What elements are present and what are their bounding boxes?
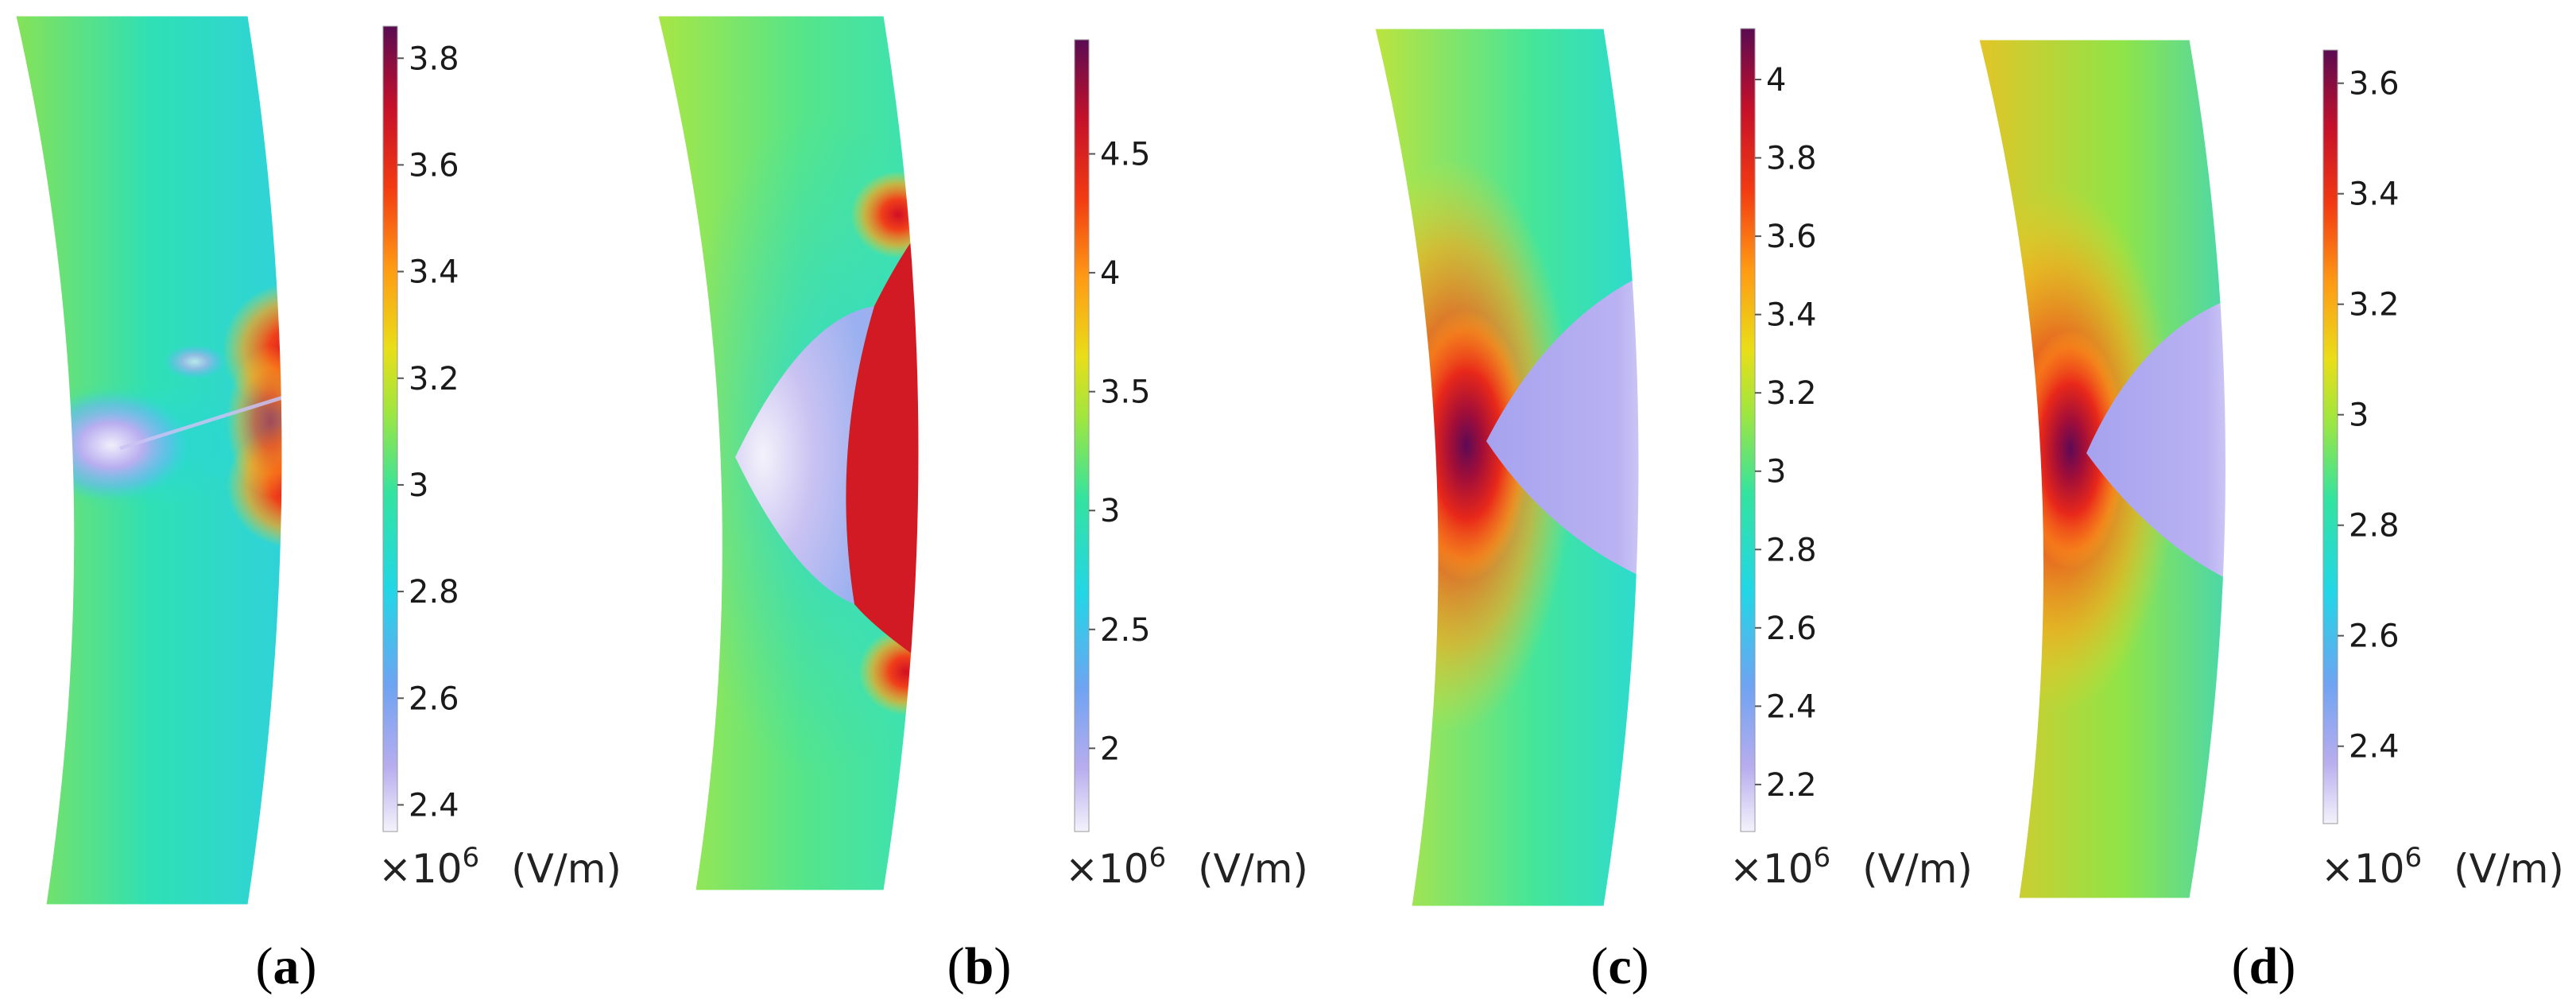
colorbar-tick-label-b: 2.5	[1100, 612, 1151, 649]
arc-outline-b	[657, 15, 920, 891]
panel-caption-d: (d)	[2232, 937, 2296, 995]
colorbar-unit-a: ×106 (V/m)	[378, 842, 622, 892]
colorbar-tick-label-c: 4	[1766, 62, 1786, 99]
colorbar-tick-label-a: 2.6	[409, 680, 459, 717]
multiplier-base-b: ×10	[1065, 846, 1149, 892]
colorbar-tick-label-a: 3.8	[409, 41, 459, 77]
multiplier-exp-a: 6	[463, 842, 480, 874]
colorbar-tick-label-a: 3.2	[409, 361, 459, 397]
colorbar-unit-d: ×106 (V/m)	[2321, 842, 2564, 892]
colorbar-tick-label-a: 3	[409, 467, 428, 504]
colorbar-tick-label-b: 4.5	[1100, 137, 1151, 173]
multiplier-base-c: ×10	[1730, 846, 1814, 892]
unit-d: (V/m)	[2454, 846, 2564, 892]
field-map-c	[1375, 29, 1639, 906]
colorbar-tick-label-d: 2.8	[2349, 508, 2400, 545]
multiplier-exp-b: 6	[1149, 842, 1167, 874]
multiplier-exp-d: 6	[2405, 842, 2423, 874]
arc-outline-d	[1978, 39, 2226, 899]
colorbar-tick-label-a: 2.4	[409, 787, 459, 824]
panel-caption-b: (b)	[947, 937, 1012, 995]
colorbar-tick-label-d: 2.6	[2349, 618, 2400, 655]
colorbar-tick-label-d: 2.4	[2349, 729, 2400, 766]
multiplier-base-d: ×10	[2321, 846, 2405, 892]
void-d	[2086, 290, 2226, 592]
panel-b: 4.5 4 3.5 3 2.5 2 ×106 (V/m) (b)	[657, 15, 1308, 995]
colorbar-tick-label-d: 3	[2349, 397, 2369, 434]
colorbar-unit-c: ×106 (V/m)	[1730, 842, 1973, 892]
colorbar-tick-label-c: 2.4	[1766, 688, 1817, 725]
multiplier-base-a: ×10	[378, 846, 463, 892]
colorbar-tick-label-a: 3.4	[409, 254, 459, 291]
colorbar-gradient-d	[2322, 49, 2338, 824]
field-map-a	[16, 16, 282, 905]
colorbar-a: 3.8 3.6 3.4 3.2 3 2.8 2.6 2.4	[382, 25, 459, 832]
colorbar-tick-label-c: 3.4	[1766, 297, 1817, 334]
unit-b: (V/m)	[1198, 846, 1308, 892]
colorbar-d: 3.6 3.4 3.2 3 2.8 2.6 2.4	[2322, 49, 2400, 824]
colorbar-tick-label-d: 3.4	[2349, 176, 2400, 213]
arc-outline-a	[15, 15, 283, 905]
colorbar-tick-label-d: 3.6	[2349, 66, 2400, 103]
colorbar-tick-label-c: 3.2	[1766, 375, 1817, 412]
void-c	[1486, 262, 1639, 590]
field-map-d	[1979, 40, 2226, 898]
multiplier-exp-c: 6	[1814, 842, 1831, 874]
panel-caption-c: (c)	[1590, 937, 1648, 995]
panel-a: 3.8 3.6 3.4 3.2 3 2.8 2.6 2.4 ×106 (V/m) (a)	[15, 15, 622, 995]
colorbar-gradient-c	[1740, 28, 1756, 832]
panel-c: 4 3.8 3.6 3.4 3.2 3 2.8 2.6 2.4 2.2 ×106 (V/m) (c)	[1374, 28, 1973, 995]
colorbar-tick-label-d: 3.2	[2349, 287, 2400, 324]
colorbar-tick-label-c: 3.8	[1766, 141, 1817, 177]
colorbar-c: 4 3.8 3.6 3.4 3.2 3 2.8 2.6 2.4 2.2	[1740, 28, 1817, 832]
colorbar-tick-label-c: 3.6	[1766, 219, 1817, 255]
panel-d: 3.6 3.4 3.2 3 2.8 2.6 2.4 ×106 (V/m) (d)	[1978, 39, 2564, 995]
colorbar-unit-b: ×106 (V/m)	[1065, 842, 1308, 892]
arc-outline-c	[1374, 28, 1640, 907]
void-b	[735, 306, 874, 604]
colorbar-tick-label-c: 2.2	[1766, 767, 1817, 804]
unit-c: (V/m)	[1862, 846, 1973, 892]
colorbar-tick-label-b: 2	[1100, 731, 1120, 767]
panel-caption-a: (a)	[256, 937, 317, 995]
colorbar-tick-label-b: 3	[1100, 493, 1120, 529]
field-map-b	[658, 16, 919, 890]
colorbar-tick-label-c: 2.8	[1766, 532, 1817, 568]
colorbar-gradient-b	[1074, 39, 1090, 832]
colorbar-b: 4.5 4 3.5 3 2.5 2	[1074, 39, 1151, 832]
colorbar-tick-label-b: 3.5	[1100, 374, 1151, 411]
crack-a	[119, 388, 282, 450]
inclusion-b	[846, 227, 919, 664]
colorbar-tick-label-a: 2.8	[409, 574, 459, 611]
colorbar-gradient-a	[382, 25, 398, 832]
colorbar-tick-label-a: 3.6	[409, 147, 459, 184]
colorbar-tick-label-c: 3	[1766, 454, 1786, 490]
colorbar-tick-label-c: 2.6	[1766, 611, 1817, 647]
colorbar-tick-label-b: 4	[1100, 255, 1120, 292]
unit-a: (V/m)	[511, 846, 622, 892]
